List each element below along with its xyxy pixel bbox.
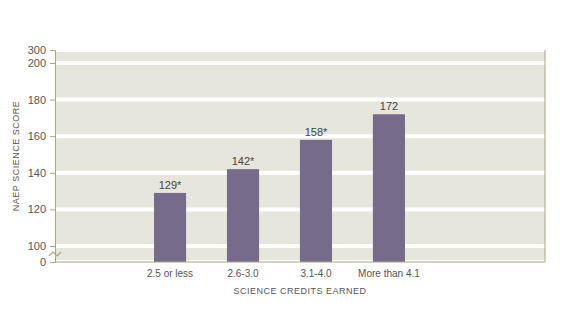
y-tick-mark: [50, 173, 55, 174]
y-tick: 160: [28, 130, 55, 142]
y-tick-mark: [50, 50, 55, 51]
x-axis: 2.5 or less 2.6-3.0 3.1-4.0 More than 4.1: [55, 262, 545, 279]
y-tick: 0: [40, 256, 55, 268]
grid-line: [55, 61, 545, 65]
x-tick: 2.5 or less: [147, 262, 193, 279]
x-axis-title: SCIENCE CREDITS EARNED: [233, 286, 366, 296]
y-tick: 180: [28, 94, 55, 106]
data-label: 129*: [159, 179, 182, 191]
y-axis-title: NAEP SCIENCE SCORE: [11, 101, 21, 211]
y-tick-mark: [50, 136, 55, 137]
y-tick-label: 160: [28, 130, 46, 142]
y-tick-mark: [50, 262, 55, 263]
y-tick: 100: [28, 240, 55, 252]
y-tick-mark: [50, 63, 55, 64]
data-label: 158*: [305, 126, 328, 138]
data-label: 142*: [232, 155, 255, 167]
data-labels: 129* 142* 158* 172: [159, 100, 398, 191]
x-tick-label: 2.6-3.0: [227, 268, 259, 279]
bar: [227, 169, 259, 262]
y-tick-label: 0: [40, 256, 46, 268]
plot-background: [55, 50, 545, 262]
grid: [55, 50, 545, 262]
y-tick-label: 100: [28, 240, 46, 252]
y-tick-label: 180: [28, 94, 46, 106]
x-tick: 2.6-3.0: [227, 262, 259, 279]
bar: [300, 140, 332, 262]
x-axis-line: [55, 262, 545, 263]
plot-frame: [545, 50, 546, 262]
y-tick: 140: [28, 167, 55, 179]
x-tick: More than 4.1: [358, 262, 420, 279]
y-axis: 0 100 120 140 160 180 200300: [28, 44, 56, 268]
x-tick-label: More than 4.1: [358, 268, 420, 279]
y-tick-mark: [50, 246, 55, 247]
y-tick-mark: [50, 209, 55, 210]
y-tick-label: 140: [28, 167, 46, 179]
data-label: 172: [380, 100, 398, 112]
chart: 0 100 120 140 160 180 200300 2.5 or less 2.6-3.0…: [0, 0, 564, 323]
axis-break: [49, 252, 61, 256]
x-tick-label: 3.1-4.0: [300, 268, 332, 279]
x-tick-label: 2.5 or less: [147, 268, 193, 279]
y-tick-label: 300: [28, 44, 46, 56]
bars: [154, 114, 405, 262]
bar: [154, 193, 186, 262]
grid-line: [55, 98, 545, 102]
grid-line: [55, 134, 545, 138]
grid-line: [55, 48, 545, 52]
y-tick: 300: [28, 44, 55, 56]
y-tick-label: 120: [28, 203, 46, 215]
y-tick-label: 200: [28, 57, 46, 69]
y-axis-line: [50, 51, 56, 263]
y-tick: 120: [28, 203, 55, 215]
bar: [373, 114, 405, 262]
y-tick: 200: [28, 57, 55, 69]
y-tick-mark: [50, 100, 55, 101]
x-tick: 3.1-4.0: [300, 262, 332, 279]
